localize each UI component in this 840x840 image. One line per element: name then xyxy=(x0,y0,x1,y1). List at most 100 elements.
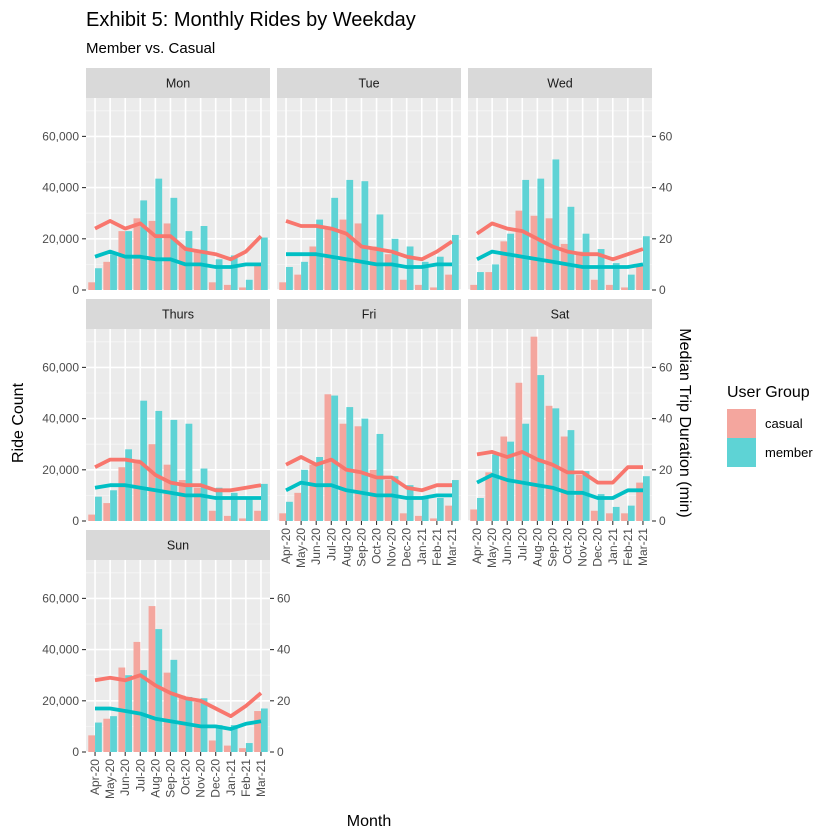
bar-member xyxy=(260,708,268,752)
bar-casual xyxy=(88,514,96,521)
x-tick-label: Sep-20 xyxy=(163,759,177,798)
y-tick-label: 60,000 xyxy=(42,591,79,605)
y2-tick-label: 0 xyxy=(277,745,284,759)
bar-casual xyxy=(354,223,362,290)
y-tick-label: 20,000 xyxy=(42,463,79,477)
bar-member xyxy=(376,214,384,290)
panel-mon: Mon 0 20,000 40,000 60,000 xyxy=(42,68,270,297)
bar-member xyxy=(567,430,575,521)
y2-tick-label: 20 xyxy=(659,463,673,477)
bar-member xyxy=(170,197,178,290)
chart-subtitle: Member vs. Casual xyxy=(86,40,215,57)
bar-casual xyxy=(324,228,332,290)
bar-casual xyxy=(224,745,231,752)
bar-member xyxy=(346,407,354,521)
bar-casual xyxy=(485,472,493,521)
bar-casual xyxy=(636,482,643,521)
line-casual-duration xyxy=(94,218,263,262)
bar-member xyxy=(230,492,238,521)
bar-casual xyxy=(103,503,111,521)
bar-member xyxy=(110,254,117,290)
bar-casual xyxy=(500,241,508,290)
bar-member xyxy=(582,471,590,521)
strip-label-wed: Wed xyxy=(547,77,573,91)
x-tick-label: Dec-20 xyxy=(400,528,414,567)
line-casual-duration xyxy=(475,221,644,262)
bar-member xyxy=(331,395,339,521)
bar-member xyxy=(286,266,293,290)
y2-tick-label: 20 xyxy=(277,694,291,708)
bar-member xyxy=(95,496,102,521)
y2-tick-label: 40 xyxy=(277,643,291,657)
bar-casual xyxy=(239,518,246,521)
bar-casual xyxy=(254,264,261,290)
y2-tick-label: 0 xyxy=(659,514,666,528)
x-tick-label: May-20 xyxy=(294,528,308,568)
legend-label-casual: casual xyxy=(765,416,803,431)
bar-member xyxy=(627,274,635,290)
legend-key-casual xyxy=(727,409,756,438)
bar-casual xyxy=(294,274,302,290)
bar-casual xyxy=(415,284,422,290)
x-tick-label: Jun-20 xyxy=(500,528,514,565)
bar-member xyxy=(492,454,499,521)
bar-casual xyxy=(88,282,96,290)
y-tick-label: 0 xyxy=(72,283,79,297)
x-tick-label: Oct-20 xyxy=(561,528,575,564)
y2-tick-label: 40 xyxy=(659,181,673,195)
bar-member xyxy=(612,506,620,521)
panel-sat: Sat 0 20 40 60 Apr-20 May-20 Jun-20 Jul-20 Aug-20… xyxy=(468,299,673,568)
x-tick-label: Sep-20 xyxy=(354,528,368,567)
bar-member xyxy=(301,261,308,290)
x-tick-label: Jan-21 xyxy=(224,759,238,796)
y-axis-title: Ride Count xyxy=(10,382,27,463)
x-tick-label: Oct-20 xyxy=(370,528,384,564)
bar-casual xyxy=(133,459,141,521)
bar-member xyxy=(230,725,238,752)
bar-casual xyxy=(178,246,186,290)
strip-label-sat: Sat xyxy=(551,308,570,322)
strip-fri xyxy=(277,299,461,329)
bar-casual xyxy=(590,279,598,290)
bar-casual xyxy=(193,487,201,521)
bar-casual xyxy=(309,464,317,521)
bar-casual xyxy=(309,246,317,290)
bar-casual xyxy=(279,513,287,521)
line-casual-duration xyxy=(94,673,263,719)
strip-wed xyxy=(468,68,652,98)
x-tick-label: Apr-20 xyxy=(88,759,102,795)
x-tick-label: Jul-20 xyxy=(324,528,338,561)
bar-member xyxy=(567,206,575,290)
x-tick-label: Jan-21 xyxy=(606,528,620,565)
bar-member xyxy=(522,423,530,521)
bar-casual xyxy=(621,287,628,290)
bar-member xyxy=(331,197,339,290)
bar-casual xyxy=(294,492,302,521)
strip-label-sun: Sun xyxy=(167,539,189,553)
y-tick-label: 40,000 xyxy=(42,643,79,657)
legend-label-member: member xyxy=(765,445,813,460)
strip-label-mon: Mon xyxy=(166,77,190,91)
bar-member xyxy=(95,268,102,290)
bar-casual xyxy=(148,444,156,521)
line-member-duration xyxy=(286,252,452,269)
bar-casual xyxy=(430,287,437,290)
bar-casual xyxy=(621,513,628,521)
x-tick-label: Dec-20 xyxy=(591,528,605,567)
facet-panels: Mon 0 20,000 40,000 60,000 Tue Wed 0 20 40 60 Thurs… xyxy=(42,68,673,799)
x-tick-label: Aug-20 xyxy=(530,528,544,567)
bar-member xyxy=(436,256,444,290)
bar-member xyxy=(391,476,399,521)
bar-casual xyxy=(430,518,437,521)
line-member-duration xyxy=(94,249,261,269)
bar-casual xyxy=(515,210,523,290)
panel-tue: Tue xyxy=(277,68,461,291)
y2-tick-label: 60 xyxy=(659,360,673,374)
x-tick-label: Nov-20 xyxy=(576,528,590,567)
bar-member xyxy=(642,236,650,290)
bar-member xyxy=(230,255,238,290)
line-member-duration xyxy=(95,706,262,731)
line-casual-duration xyxy=(476,449,643,485)
bar-member xyxy=(406,485,414,521)
